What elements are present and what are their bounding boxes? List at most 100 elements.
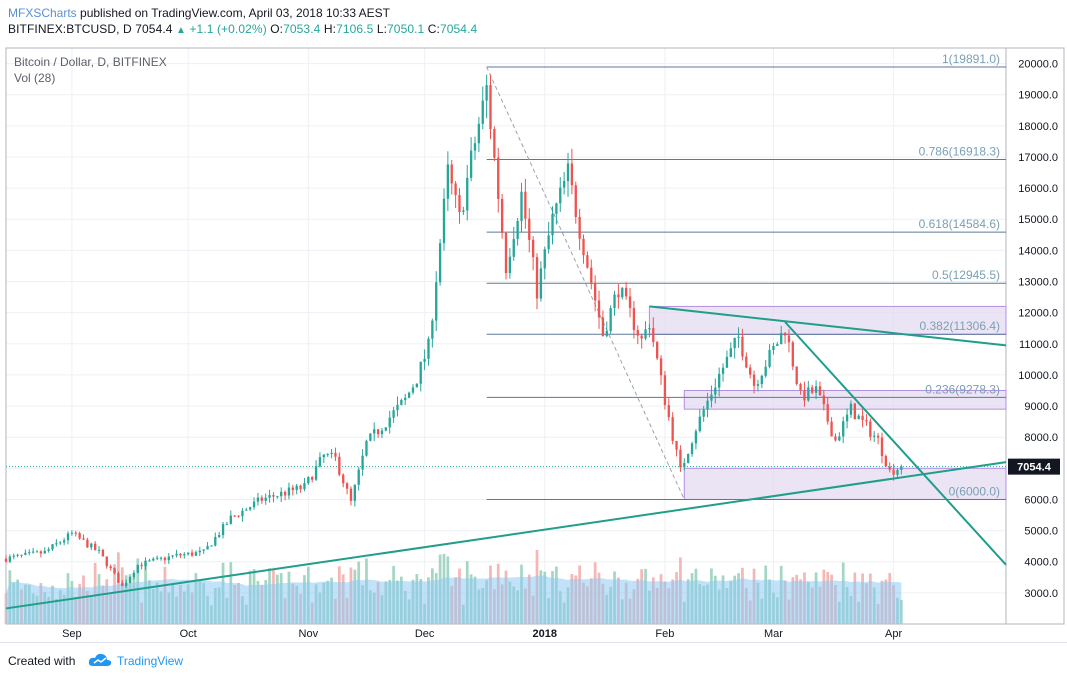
candle-body (214, 536, 217, 546)
candle-body (427, 338, 430, 359)
candle-body (388, 417, 391, 428)
candle-body (543, 249, 546, 269)
candle-body (485, 85, 488, 101)
candle-body (582, 238, 585, 256)
candle-body (392, 410, 395, 418)
candle-body (477, 123, 481, 144)
tradingview-cloud-icon (88, 652, 112, 673)
tradingview-brand-link[interactable]: TradingView (117, 654, 184, 668)
candle-body (93, 543, 97, 551)
candle-body (799, 384, 802, 391)
open-value: 7053.4 (283, 22, 321, 36)
candle-body (163, 557, 167, 561)
volume-bar (899, 599, 903, 624)
candle-body (787, 335, 791, 343)
fibonacci-retracement: 1(19891.0) 0.786(16918.3) 0.618(14584.6) 0.… (486, 52, 1006, 500)
y-tick-label: 4000.0 (1024, 557, 1058, 569)
candle-body (880, 437, 884, 456)
candle-body (764, 366, 767, 376)
candle-body (493, 129, 496, 158)
y-tick-label: 10000.0 (1018, 370, 1058, 382)
candle-body (466, 177, 469, 211)
price-chart[interactable]: 1(19891.0) 0.786(16918.3) 0.618(14584.6) 0.… (0, 0, 1067, 642)
candle-body (198, 550, 201, 553)
y-tick-label: 9000.0 (1024, 401, 1058, 413)
candle-body (74, 532, 77, 534)
candle-body (117, 573, 120, 583)
candle-body (555, 203, 558, 214)
candle-body (28, 552, 31, 554)
candle-body (384, 427, 388, 431)
candle-body (415, 383, 419, 388)
candle-body (272, 495, 275, 497)
trendline (784, 321, 1007, 566)
x-tick-label: 2018 (533, 628, 557, 640)
y-tick-label: 13000.0 (1018, 277, 1058, 289)
candle-body (570, 163, 574, 186)
candle-body (562, 181, 566, 188)
candle-body (504, 232, 508, 274)
candle-body (326, 454, 329, 456)
last-price: 7054.4 (135, 22, 173, 36)
candle-body (90, 543, 93, 548)
candle-body (16, 554, 19, 556)
candle-body (419, 361, 422, 384)
candle-body (462, 210, 465, 213)
price-change: +1.1 (+0.02%) (189, 22, 267, 36)
candle-body (690, 443, 694, 455)
candle-body (380, 430, 384, 435)
candle-body (338, 456, 341, 475)
candle-body (900, 466, 903, 470)
candle-body (330, 452, 333, 455)
y-tick-label: 12000.0 (1018, 308, 1058, 320)
candle-body (144, 560, 147, 567)
candle-body (481, 100, 484, 124)
y-tick-label: 14000.0 (1018, 245, 1058, 257)
candle-body (578, 216, 581, 239)
candle-body (884, 455, 888, 467)
candle-body (648, 328, 651, 330)
candle-body (644, 329, 647, 339)
y-tick-label: 16000.0 (1018, 183, 1058, 195)
author-link[interactable]: MFXSCharts (8, 6, 77, 20)
volume-indicator-label[interactable]: Vol (28) (14, 71, 56, 85)
candle-body (249, 507, 252, 510)
y-tick-label: 20000.0 (1018, 59, 1058, 71)
last-price-tag-label: 7054.4 (1017, 462, 1052, 474)
high-value: 7106.5 (336, 22, 374, 36)
candle-body (51, 544, 54, 550)
candle-body (276, 496, 279, 498)
candle-body (745, 356, 748, 368)
candle-body (82, 538, 85, 540)
candle-body (675, 440, 678, 450)
candle-body (814, 386, 818, 393)
x-tick-label: Sep (62, 628, 82, 640)
candles (4, 74, 903, 588)
candle-body (687, 454, 690, 464)
candle-body (86, 539, 89, 548)
candle-body (683, 463, 686, 468)
candle-body (299, 485, 302, 490)
fib-level-label: 1(19891.0) (942, 52, 1000, 66)
candle-body (245, 509, 248, 511)
candle-body (446, 164, 450, 199)
candle-body (167, 556, 170, 561)
candle-body (624, 287, 628, 297)
candle-body (702, 409, 705, 417)
candle-body (280, 491, 283, 497)
candle-body (593, 282, 597, 301)
trendline (5, 461, 1007, 610)
candle-body (714, 387, 717, 395)
candle-body (148, 560, 151, 562)
y-tick-label: 11000.0 (1019, 339, 1058, 351)
candle-body (431, 320, 434, 339)
candle-body (892, 469, 895, 475)
candle-body (822, 395, 825, 405)
candle-body (896, 469, 899, 475)
candle-body (888, 466, 891, 470)
candle-body (733, 337, 736, 349)
close-label: C: (427, 22, 440, 36)
publication-line: MFXSCharts published on TradingView.com,… (8, 6, 390, 20)
candle-body (539, 268, 543, 299)
candle-body (865, 420, 868, 422)
